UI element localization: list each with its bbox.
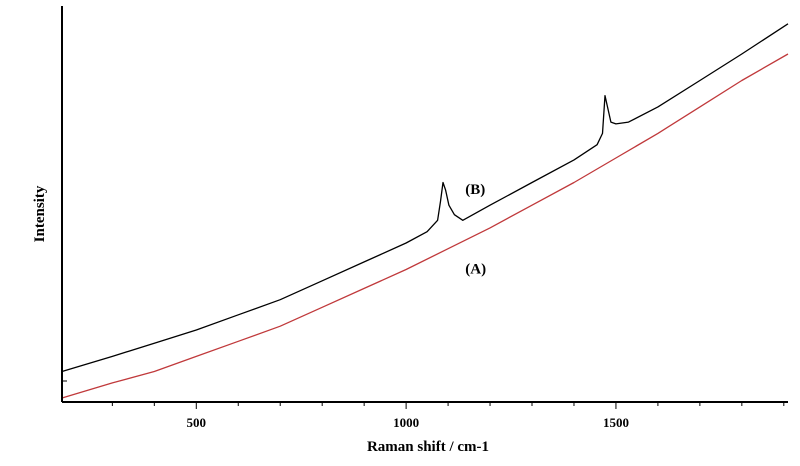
annotation-label: (B) <box>465 182 485 198</box>
x-tick-label: 1500 <box>603 415 629 430</box>
x-ticks: 500 1000 1500 <box>62 380 785 430</box>
y-axis-label: Intensity <box>32 185 48 242</box>
annotations: (B) (A) <box>465 182 486 277</box>
x-tick-label: 1000 <box>393 415 419 430</box>
series-line-b <box>61 23 789 373</box>
x-axis-label: Raman shift / cm-1 <box>367 439 489 455</box>
annotation-label: (A) <box>465 261 486 277</box>
series-layer <box>61 23 789 399</box>
x-tick-label: 500 <box>187 415 207 430</box>
series-line-a <box>61 53 789 399</box>
